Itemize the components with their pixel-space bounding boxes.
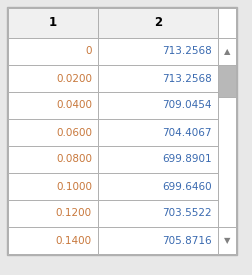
Text: 0.1400: 0.1400 xyxy=(56,235,92,246)
Text: 1: 1 xyxy=(49,16,57,29)
Bar xyxy=(8,200,98,227)
Text: 705.8716: 705.8716 xyxy=(162,235,212,246)
Bar xyxy=(8,146,98,173)
Text: 0.0800: 0.0800 xyxy=(56,155,92,164)
Bar xyxy=(98,146,218,173)
Text: ▼: ▼ xyxy=(224,236,230,245)
Text: 0: 0 xyxy=(85,46,92,56)
Bar xyxy=(98,173,218,200)
Bar xyxy=(98,200,218,227)
Bar xyxy=(218,8,236,38)
Text: 699.8901: 699.8901 xyxy=(162,155,212,164)
Text: 0.1000: 0.1000 xyxy=(56,182,92,191)
Bar xyxy=(98,119,218,146)
Bar xyxy=(218,65,236,97)
Bar xyxy=(8,8,98,38)
Text: 0.1200: 0.1200 xyxy=(56,208,92,219)
Text: 703.5522: 703.5522 xyxy=(162,208,212,219)
Text: 699.6460: 699.6460 xyxy=(162,182,212,191)
Text: 709.0454: 709.0454 xyxy=(163,100,212,111)
Bar xyxy=(8,173,98,200)
Bar xyxy=(218,8,236,254)
Text: 713.2568: 713.2568 xyxy=(162,46,212,56)
Bar xyxy=(98,92,218,119)
Bar xyxy=(98,8,218,38)
Bar xyxy=(8,119,98,146)
Text: 0.0600: 0.0600 xyxy=(56,128,92,138)
Bar xyxy=(8,227,98,254)
Text: 704.4067: 704.4067 xyxy=(163,128,212,138)
Bar xyxy=(218,227,236,254)
Text: 0.0200: 0.0200 xyxy=(56,73,92,84)
Bar xyxy=(98,65,218,92)
Bar xyxy=(8,92,98,119)
Bar xyxy=(8,65,98,92)
Bar xyxy=(98,227,218,254)
Text: 713.2568: 713.2568 xyxy=(162,73,212,84)
Bar xyxy=(8,38,98,65)
Bar xyxy=(98,38,218,65)
Text: 0.0400: 0.0400 xyxy=(56,100,92,111)
Text: 2: 2 xyxy=(154,16,162,29)
Bar xyxy=(218,38,236,65)
Text: ▲: ▲ xyxy=(224,47,230,56)
